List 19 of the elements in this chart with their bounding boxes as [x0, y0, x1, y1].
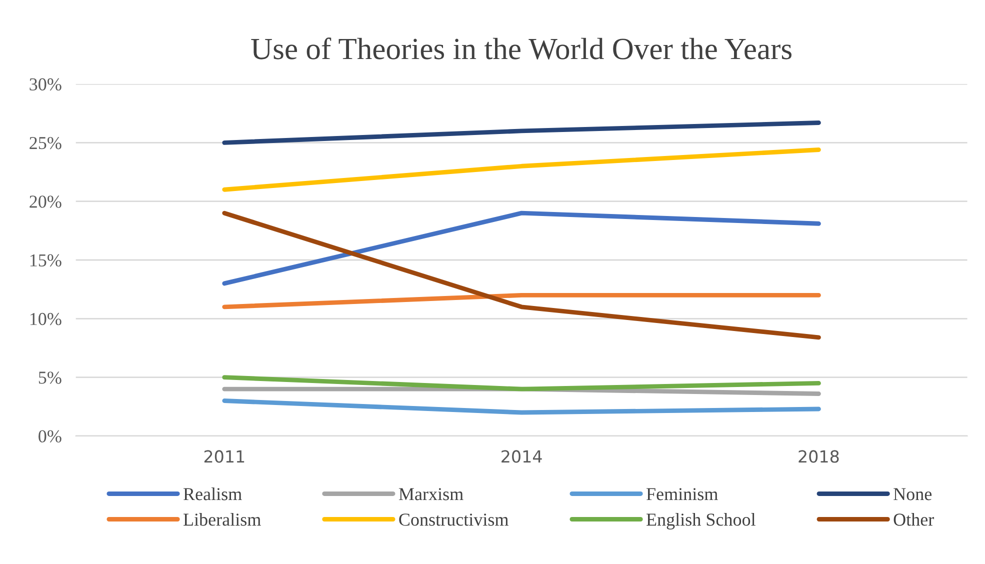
y-tick-label: 10%: [30, 312, 62, 326]
x-tick-label: 2011: [204, 450, 244, 463]
legend-label: Liberalism: [184, 513, 261, 526]
legend-label: Feminism: [646, 488, 718, 500]
legend-label: Constructivism: [399, 514, 508, 526]
y-tick-label: 25%: [30, 136, 62, 150]
legend-label: English School: [646, 513, 756, 530]
chart-title: Use of Theories in the World Over the Years: [251, 38, 792, 60]
y-tick-label: 15%: [30, 254, 62, 267]
y-tick-label: 30%: [30, 78, 62, 91]
legend-label: None: [894, 488, 932, 500]
y-tick-label: 20%: [30, 196, 62, 208]
y-tick-label: 5%: [38, 372, 62, 384]
legend-label: Marxism: [398, 488, 464, 500]
x-tick-label: 2018: [798, 450, 839, 463]
legend-label: Other: [894, 513, 934, 526]
legend-label: Realism: [184, 488, 242, 500]
x-tick-label: 2014: [502, 450, 542, 463]
y-tick-label: 0%: [38, 430, 62, 442]
